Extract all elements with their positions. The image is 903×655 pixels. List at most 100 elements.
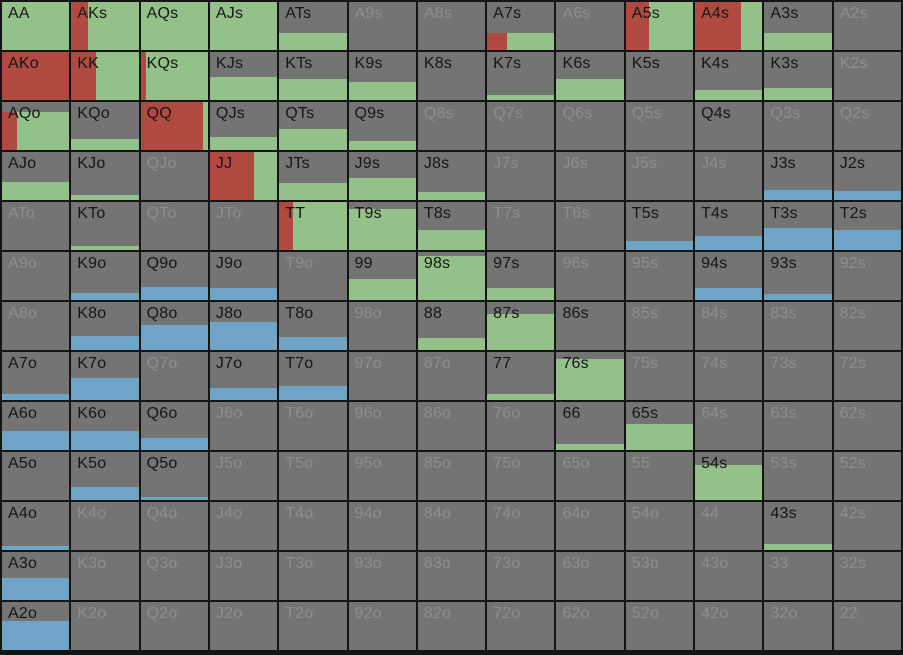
- cell-43o[interactable]: 43o: [695, 552, 763, 600]
- cell-J4o[interactable]: J4o: [209, 502, 278, 550]
- cell-53s[interactable]: 53s: [764, 452, 832, 500]
- cell-A7o[interactable]: A7o: [2, 352, 70, 400]
- cell-83s[interactable]: 83s: [764, 302, 832, 350]
- cell-AA[interactable]: AA: [2, 2, 70, 50]
- cell-72s[interactable]: 72s: [833, 352, 901, 400]
- cell-87o[interactable]: 87o: [417, 352, 486, 400]
- cell-Q2s[interactable]: Q2s: [833, 102, 901, 150]
- cell-73s[interactable]: 73s: [764, 352, 832, 400]
- cell-J2o[interactable]: J2o: [209, 602, 278, 650]
- cell-KTs[interactable]: KTs: [279, 52, 347, 100]
- cell-J9o[interactable]: J9o: [209, 252, 278, 300]
- cell-94o[interactable]: 94o: [348, 502, 416, 550]
- cell-Q9s[interactable]: Q9s: [348, 102, 416, 150]
- cell-Q4s[interactable]: Q4s: [695, 102, 763, 150]
- cell-J3o[interactable]: J3o: [209, 552, 278, 600]
- cell-T9o[interactable]: T9o: [279, 252, 347, 300]
- cell-84o[interactable]: 84o: [417, 502, 486, 550]
- cell-J2s[interactable]: J2s: [833, 152, 901, 200]
- cell-88[interactable]: 88: [417, 302, 486, 350]
- cell-Q9o[interactable]: Q9o: [140, 252, 208, 300]
- cell-J8o[interactable]: J8o: [209, 302, 278, 350]
- cell-A6o[interactable]: A6o: [2, 402, 70, 450]
- cell-QJo[interactable]: QJo: [140, 152, 208, 200]
- cell-95o[interactable]: 95o: [348, 452, 416, 500]
- cell-J7o[interactable]: J7o: [209, 352, 278, 400]
- cell-K9o[interactable]: K9o: [71, 252, 139, 300]
- cell-92s[interactable]: 92s: [833, 252, 901, 300]
- cell-Q7o[interactable]: Q7o: [140, 352, 208, 400]
- cell-33[interactable]: 33: [764, 552, 832, 600]
- cell-ATs[interactable]: ATs: [279, 2, 347, 50]
- cell-K5o[interactable]: K5o: [71, 452, 139, 500]
- cell-QTs[interactable]: QTs: [279, 102, 347, 150]
- cell-63o[interactable]: 63o: [556, 552, 624, 600]
- cell-97o[interactable]: 97o: [348, 352, 416, 400]
- cell-J4s[interactable]: J4s: [695, 152, 763, 200]
- cell-85s[interactable]: 85s: [625, 302, 694, 350]
- cell-QQ[interactable]: QQ: [140, 102, 208, 150]
- cell-TT[interactable]: TT: [279, 202, 347, 250]
- cell-T8s[interactable]: T8s: [417, 202, 486, 250]
- cell-64o[interactable]: 64o: [556, 502, 624, 550]
- cell-52s[interactable]: 52s: [833, 452, 901, 500]
- cell-K3o[interactable]: K3o: [71, 552, 139, 600]
- cell-A3s[interactable]: A3s: [764, 2, 832, 50]
- cell-75o[interactable]: 75o: [487, 452, 555, 500]
- cell-K9s[interactable]: K9s: [348, 52, 416, 100]
- cell-K7o[interactable]: K7o: [71, 352, 139, 400]
- cell-J3s[interactable]: J3s: [764, 152, 832, 200]
- cell-K3s[interactable]: K3s: [764, 52, 832, 100]
- cell-93s[interactable]: 93s: [764, 252, 832, 300]
- cell-T9s[interactable]: T9s: [348, 202, 416, 250]
- cell-T3s[interactable]: T3s: [764, 202, 832, 250]
- cell-82s[interactable]: 82s: [833, 302, 901, 350]
- cell-A4s[interactable]: A4s: [695, 2, 763, 50]
- cell-85o[interactable]: 85o: [417, 452, 486, 500]
- cell-Q5s[interactable]: Q5s: [625, 102, 694, 150]
- cell-T3o[interactable]: T3o: [279, 552, 347, 600]
- cell-T6o[interactable]: T6o: [279, 402, 347, 450]
- cell-98o[interactable]: 98o: [348, 302, 416, 350]
- cell-A5s[interactable]: A5s: [625, 2, 694, 50]
- cell-J6o[interactable]: J6o: [209, 402, 278, 450]
- cell-T4s[interactable]: T4s: [695, 202, 763, 250]
- cell-94s[interactable]: 94s: [695, 252, 763, 300]
- cell-77[interactable]: 77: [487, 352, 555, 400]
- cell-T6s[interactable]: T6s: [556, 202, 624, 250]
- cell-K8s[interactable]: K8s: [417, 52, 486, 100]
- cell-44[interactable]: 44: [695, 502, 763, 550]
- cell-KK[interactable]: KK: [71, 52, 139, 100]
- cell-55[interactable]: 55: [625, 452, 694, 500]
- cell-K6o[interactable]: K6o: [71, 402, 139, 450]
- cell-64s[interactable]: 64s: [695, 402, 763, 450]
- cell-K2o[interactable]: K2o: [71, 602, 139, 650]
- cell-A2s[interactable]: A2s: [833, 2, 901, 50]
- cell-KTo[interactable]: KTo: [71, 202, 139, 250]
- cell-KJo[interactable]: KJo: [71, 152, 139, 200]
- cell-A8s[interactable]: A8s: [417, 2, 486, 50]
- cell-K5s[interactable]: K5s: [625, 52, 694, 100]
- cell-T8o[interactable]: T8o: [279, 302, 347, 350]
- cell-K8o[interactable]: K8o: [71, 302, 139, 350]
- cell-JTo[interactable]: JTo: [209, 202, 278, 250]
- cell-T7s[interactable]: T7s: [487, 202, 555, 250]
- cell-75s[interactable]: 75s: [625, 352, 694, 400]
- cell-63s[interactable]: 63s: [764, 402, 832, 450]
- cell-Q8o[interactable]: Q8o: [140, 302, 208, 350]
- cell-JTs[interactable]: JTs: [279, 152, 347, 200]
- cell-Q7s[interactable]: Q7s: [487, 102, 555, 150]
- cell-86s[interactable]: 86s: [556, 302, 624, 350]
- cell-J6s[interactable]: J6s: [556, 152, 624, 200]
- cell-AJo[interactable]: AJo: [2, 152, 70, 200]
- cell-K2s[interactable]: K2s: [833, 52, 901, 100]
- cell-62o[interactable]: 62o: [556, 602, 624, 650]
- cell-62s[interactable]: 62s: [833, 402, 901, 450]
- cell-T2s[interactable]: T2s: [833, 202, 901, 250]
- cell-83o[interactable]: 83o: [417, 552, 486, 600]
- cell-T2o[interactable]: T2o: [279, 602, 347, 650]
- cell-65s[interactable]: 65s: [625, 402, 694, 450]
- cell-22[interactable]: 22: [833, 602, 901, 650]
- cell-72o[interactable]: 72o: [487, 602, 555, 650]
- cell-AKs[interactable]: AKs: [71, 2, 139, 50]
